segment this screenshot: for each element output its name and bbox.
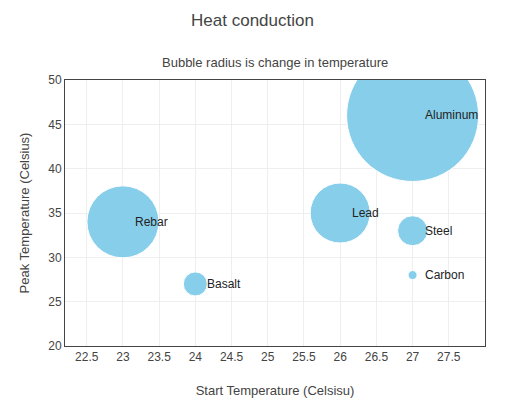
svg-text:Bubble radius is change in tem: Bubble radius is change in temperature — [162, 55, 388, 70]
svg-text:26.5: 26.5 — [365, 350, 389, 364]
svg-text:45: 45 — [48, 118, 62, 132]
svg-text:Aluminum: Aluminum — [425, 108, 478, 122]
svg-text:25.5: 25.5 — [292, 350, 316, 364]
svg-text:50: 50 — [48, 73, 62, 87]
svg-text:35: 35 — [48, 206, 62, 220]
svg-text:24.5: 24.5 — [220, 350, 244, 364]
svg-text:Peak Temperature (Celsius): Peak Temperature (Celsius) — [17, 133, 32, 294]
svg-text:22.5: 22.5 — [75, 350, 99, 364]
svg-text:Carbon: Carbon — [425, 268, 464, 282]
svg-text:Steel: Steel — [425, 224, 452, 238]
svg-text:25: 25 — [261, 350, 275, 364]
svg-text:20: 20 — [48, 339, 62, 353]
svg-text:25: 25 — [48, 295, 62, 309]
svg-text:40: 40 — [48, 162, 62, 176]
svg-text:27.5: 27.5 — [437, 350, 461, 364]
svg-text:Start Temperature (Celsisu): Start Temperature (Celsisu) — [196, 383, 355, 398]
svg-text:Basalt: Basalt — [207, 277, 241, 291]
svg-text:24: 24 — [189, 350, 203, 364]
svg-text:Heat conduction: Heat conduction — [191, 11, 314, 30]
svg-text:26: 26 — [333, 350, 347, 364]
svg-text:Lead: Lead — [352, 206, 379, 220]
svg-text:27: 27 — [406, 350, 420, 364]
svg-text:23.5: 23.5 — [147, 350, 171, 364]
svg-text:Rebar: Rebar — [135, 215, 168, 229]
svg-text:30: 30 — [48, 251, 62, 265]
svg-text:23: 23 — [116, 350, 130, 364]
